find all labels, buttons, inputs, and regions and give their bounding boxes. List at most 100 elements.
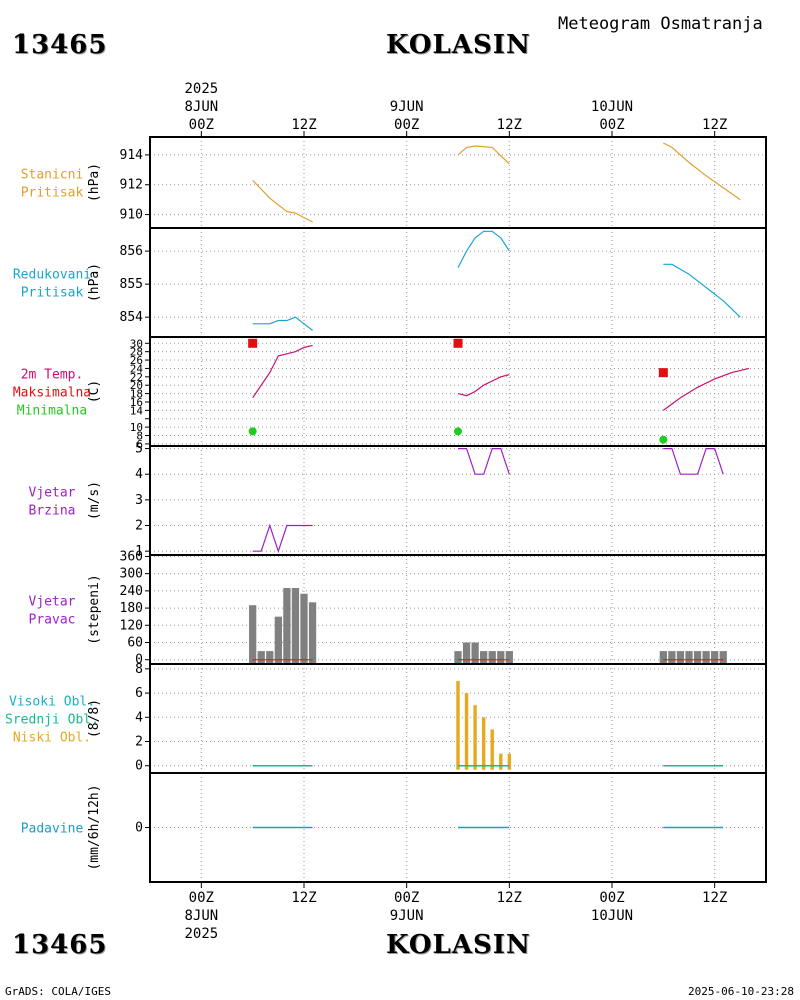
y-tick-label: 28 [130, 346, 143, 359]
x-year-label-bottom: 2025 [184, 926, 218, 942]
min-temp-point [454, 427, 462, 436]
y-tick-label: 120 [120, 618, 143, 633]
bar-wind_direction [480, 651, 488, 664]
y-axis-title: (stepeni) [87, 574, 102, 644]
bar-wind_direction [676, 651, 685, 664]
credit-text: GrADS: COLA/IGES [5, 985, 111, 998]
series-line-reduced_pressure [663, 263, 741, 318]
series-line-reduced_pressure [457, 230, 510, 268]
panel-label-wind_direction: Pravac [29, 613, 76, 628]
series-line-station_pressure [663, 142, 741, 201]
x-tick-label-bottom: 12Z [702, 890, 727, 906]
panel-label-precip: Padavine [21, 822, 84, 837]
x-year-label-top: 2025 [184, 81, 218, 97]
y-tick-label: 10 [130, 421, 143, 434]
panel-label-wind_speed: Vjetar [29, 486, 76, 501]
x-tick-label-bottom: 00Z [189, 890, 214, 906]
x-date-label-top: 10JUN [591, 99, 633, 115]
y-axis-title: (8/8) [87, 699, 102, 738]
panel-label-reduced_pressure: Redukovani [13, 268, 91, 283]
panel-label-wind_direction: Vjetar [29, 595, 76, 610]
panel-label-temperature: Minimalna [17, 404, 87, 419]
y-tick-label: 16 [130, 396, 143, 409]
y-tick-label: 8 [136, 430, 143, 443]
y-tick-label: 1 [135, 544, 143, 559]
y-tick-label: 360 [120, 549, 143, 564]
bar-wind_direction [462, 642, 471, 664]
bar-clouds [473, 705, 477, 770]
bar-wind_direction [300, 593, 308, 664]
product-title: Meteogram Osmatranja [558, 14, 763, 34]
bar-wind_direction [668, 651, 676, 664]
y-tick-label: 856 [120, 244, 143, 259]
bar-clouds [481, 717, 486, 770]
panel-frame-reduced_pressure [149, 227, 767, 338]
y-tick-label: 3 [135, 493, 143, 508]
x-tick-label-top: 00Z [394, 117, 419, 133]
y-tick-label: 24 [130, 362, 144, 375]
y-tick-label: 30 [130, 337, 143, 350]
y-tick-label: 0 [135, 653, 143, 668]
bar-wind_direction [283, 587, 291, 664]
series-line-reduced_pressure [252, 316, 313, 331]
series-line-station_pressure [252, 179, 313, 223]
bar-clouds [499, 753, 503, 770]
bar-wind_direction [685, 651, 693, 664]
x-tick-label-bottom: 12Z [291, 890, 316, 906]
station-id-top: 13465 [12, 30, 108, 60]
y-tick-label: 6 [136, 438, 143, 451]
x-tick-label-bottom: 12Z [497, 890, 522, 906]
bar-wind_direction [249, 605, 257, 664]
y-tick-label: 0 [135, 759, 143, 774]
panel-label-clouds: Niski Obl. [13, 731, 91, 746]
y-tick-label: 8 [135, 662, 143, 677]
bar-wind_direction [711, 651, 719, 664]
series-line-station_pressure [457, 145, 510, 165]
y-axis-title: (hPa) [87, 263, 102, 302]
timestamp-text: 2025-06-10-23:28 [688, 985, 794, 998]
bar-wind_direction [454, 651, 462, 664]
bar-wind_direction [488, 651, 496, 664]
max-temp-point [248, 338, 258, 348]
bar-wind_direction [702, 651, 710, 664]
max-temp-point [658, 368, 668, 378]
panel-frame-wind_direction [149, 554, 767, 665]
bar-wind_direction [471, 642, 479, 664]
min-temp-point [248, 427, 257, 436]
bar-wind_direction [693, 651, 702, 664]
bar-wind_direction [505, 651, 513, 664]
x-tick-label-top: 12Z [702, 117, 727, 133]
bar-wind_direction [719, 651, 727, 664]
y-tick-label: 300 [120, 567, 143, 582]
y-tick-label: 14 [130, 404, 144, 417]
series-line-temperature [457, 374, 510, 397]
station-name-top: KOLASIN [386, 30, 531, 60]
max-temp-point [453, 338, 463, 348]
y-tick-label: 2 [135, 735, 143, 750]
y-tick-label: 60 [127, 635, 143, 650]
series-line-temperature [252, 344, 313, 399]
panel-frame-precip [149, 772, 767, 883]
panel-label-clouds: Visoki Obl. [9, 695, 95, 710]
y-axis-title: (C) [87, 380, 102, 403]
y-axis-title: (hPa) [87, 163, 102, 202]
bar-wind_direction [291, 587, 300, 664]
bar-clouds [456, 680, 460, 770]
y-tick-label: 855 [120, 277, 143, 292]
x-tick-label-top: 12Z [497, 117, 522, 133]
y-tick-label: 854 [120, 310, 144, 325]
panel-label-temperature: Maksimalna [13, 386, 91, 401]
y-tick-label: 22 [130, 371, 143, 384]
y-tick-label: 26 [130, 354, 143, 367]
bar-wind_direction [257, 651, 265, 664]
series-line-temperature [662, 367, 750, 411]
panel-label-station_pressure: Pritisak [21, 186, 84, 201]
y-axis-title: (mm/6h/12h) [87, 784, 102, 870]
y-tick-label: 240 [120, 584, 143, 599]
x-tick-label-bottom: 00Z [599, 890, 624, 906]
bar-clouds [507, 753, 512, 770]
x-tick-label-top: 00Z [189, 117, 214, 133]
bar-wind_direction [308, 602, 317, 664]
series-line-wind_speed [252, 523, 313, 554]
bar-wind_direction [497, 651, 505, 664]
